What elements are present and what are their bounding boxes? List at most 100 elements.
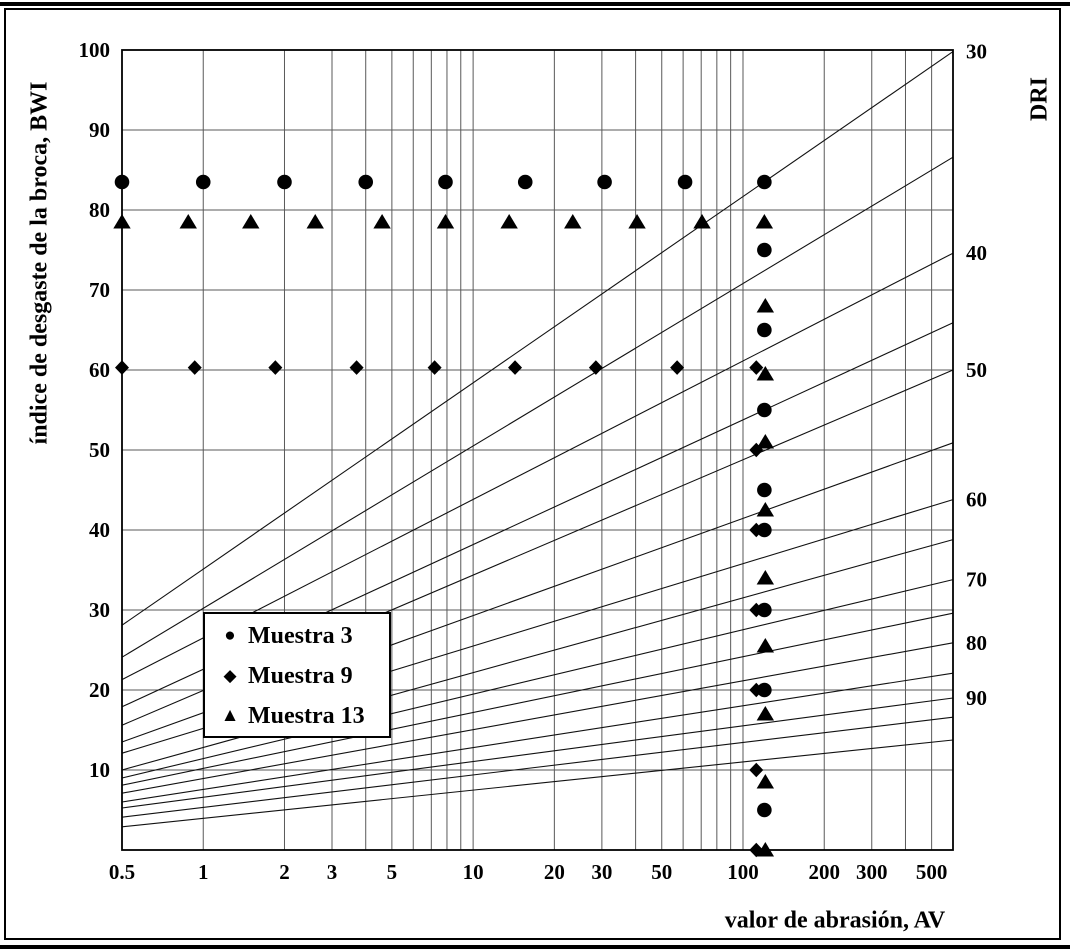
dri-line — [121, 642, 954, 794]
y-tick-label: 20 — [89, 678, 110, 702]
data-point-circle — [438, 174, 453, 190]
data-point-triangle — [756, 774, 775, 789]
data-point-circle — [597, 174, 612, 190]
data-point-circle — [757, 522, 772, 538]
data-point-circle — [757, 602, 772, 618]
circle-marker-icon: ● — [224, 625, 236, 646]
data-point-circle — [757, 322, 772, 338]
legend: ● Muestra 3 ◆ Muestra 9 ▲ Muestra 13 — [203, 612, 391, 738]
legend-item-label: Muestra 13 — [248, 703, 365, 729]
dri-tick-label: 40 — [966, 241, 987, 265]
dri-tick-label: 30 — [966, 40, 987, 64]
x-tick-label: 0.5 — [109, 860, 135, 884]
figure-frame — [4, 8, 1061, 940]
data-point-diamond — [268, 360, 283, 375]
data-point-circle — [757, 802, 772, 818]
y-tick-label: 10 — [89, 758, 110, 782]
data-point-triangle — [756, 706, 775, 721]
x-axis-title: valor de abrasión, AV — [724, 907, 946, 934]
dri-tick-label: 70 — [966, 568, 987, 592]
data-point-diamond — [670, 360, 685, 375]
x-tick-label: 500 — [916, 860, 948, 884]
top-rule — [0, 2, 1070, 6]
x-tick-label: 20 — [544, 860, 565, 884]
data-point-circle — [517, 174, 533, 190]
legend-item-muestra-13: ▲ Muestra 13 — [205, 696, 389, 736]
data-point-diamond — [115, 360, 129, 375]
data-point-circle — [114, 174, 130, 190]
legend-item-muestra-3: ● Muestra 3 — [205, 616, 389, 656]
legend-item-muestra-9: ◆ Muestra 9 — [205, 656, 389, 696]
triangle-marker-icon: ▲ — [220, 705, 240, 726]
data-point-diamond — [427, 360, 442, 375]
diamond-marker-icon: ◆ — [223, 666, 237, 685]
data-point-circle — [757, 482, 772, 498]
data-point-circle — [677, 174, 693, 190]
data-point-triangle — [756, 366, 775, 381]
dri-tick-label: 60 — [966, 488, 987, 512]
data-point-diamond — [508, 360, 523, 375]
y-tick-label: 40 — [89, 518, 110, 542]
data-point-diamond — [588, 360, 603, 375]
data-point-circle — [358, 174, 374, 190]
y-tick-label: 30 — [89, 598, 110, 622]
dri-line — [121, 156, 954, 658]
data-point-triangle — [756, 298, 775, 313]
y-tick-label: 80 — [89, 198, 110, 222]
dri-tick-label: 50 — [966, 358, 987, 382]
plot-border — [121, 49, 954, 851]
data-point-triangle — [756, 502, 775, 517]
y-tick-label: 100 — [79, 38, 111, 62]
y-tick-label: 90 — [89, 118, 110, 142]
data-point-diamond — [749, 842, 764, 858]
data-point-circle — [195, 174, 211, 190]
data-point-triangle — [113, 214, 131, 229]
y-tick-label: 50 — [89, 438, 110, 462]
legend-item-label: Muestra 3 — [248, 623, 353, 649]
data-point-triangle — [373, 214, 391, 229]
right-axis-title: DRI — [1026, 76, 1053, 122]
x-tick-label: 300 — [856, 860, 888, 884]
data-point-triangle — [756, 638, 775, 653]
data-point-circle — [277, 174, 292, 190]
dri-tick-label: 80 — [966, 631, 987, 655]
y-axis-title: índice de desgaste de la broca, BWI — [26, 81, 53, 445]
data-point-triangle — [436, 214, 455, 229]
data-point-diamond — [749, 762, 764, 778]
data-point-circle — [757, 682, 772, 698]
y-tick-label: 60 — [89, 358, 110, 382]
x-tick-label: 50 — [651, 860, 672, 884]
dri-line — [121, 716, 954, 818]
x-tick-label: 1 — [198, 860, 209, 884]
data-point-triangle — [693, 214, 711, 229]
data-point-triangle — [306, 214, 324, 229]
data-point-circle — [757, 242, 772, 258]
x-tick-label: 2 — [279, 860, 290, 884]
data-point-circle — [757, 174, 772, 190]
data-point-triangle — [564, 214, 582, 229]
legend-item-label: Muestra 9 — [248, 663, 353, 689]
data-point-diamond — [749, 360, 764, 375]
data-point-triangle — [756, 570, 775, 585]
dri-line — [121, 252, 954, 681]
x-tick-label: 3 — [327, 860, 338, 884]
data-point-triangle — [500, 214, 518, 229]
data-point-triangle — [756, 434, 775, 449]
x-tick-label: 200 — [808, 860, 840, 884]
dri-line — [121, 51, 954, 626]
data-point-triangle — [628, 214, 646, 229]
data-point-triangle — [755, 214, 774, 229]
dri-line — [121, 579, 954, 779]
y-tick-label: 70 — [89, 278, 110, 302]
data-point-triangle — [756, 842, 775, 857]
data-point-circle — [757, 402, 772, 418]
x-tick-label: 5 — [387, 860, 398, 884]
x-tick-label: 10 — [463, 860, 484, 884]
x-tick-label: 30 — [591, 860, 612, 884]
data-point-diamond — [749, 602, 764, 618]
data-point-triangle — [179, 214, 197, 229]
x-tick-label: 100 — [727, 860, 759, 884]
dri-line — [121, 612, 954, 786]
dri-line — [121, 672, 954, 803]
